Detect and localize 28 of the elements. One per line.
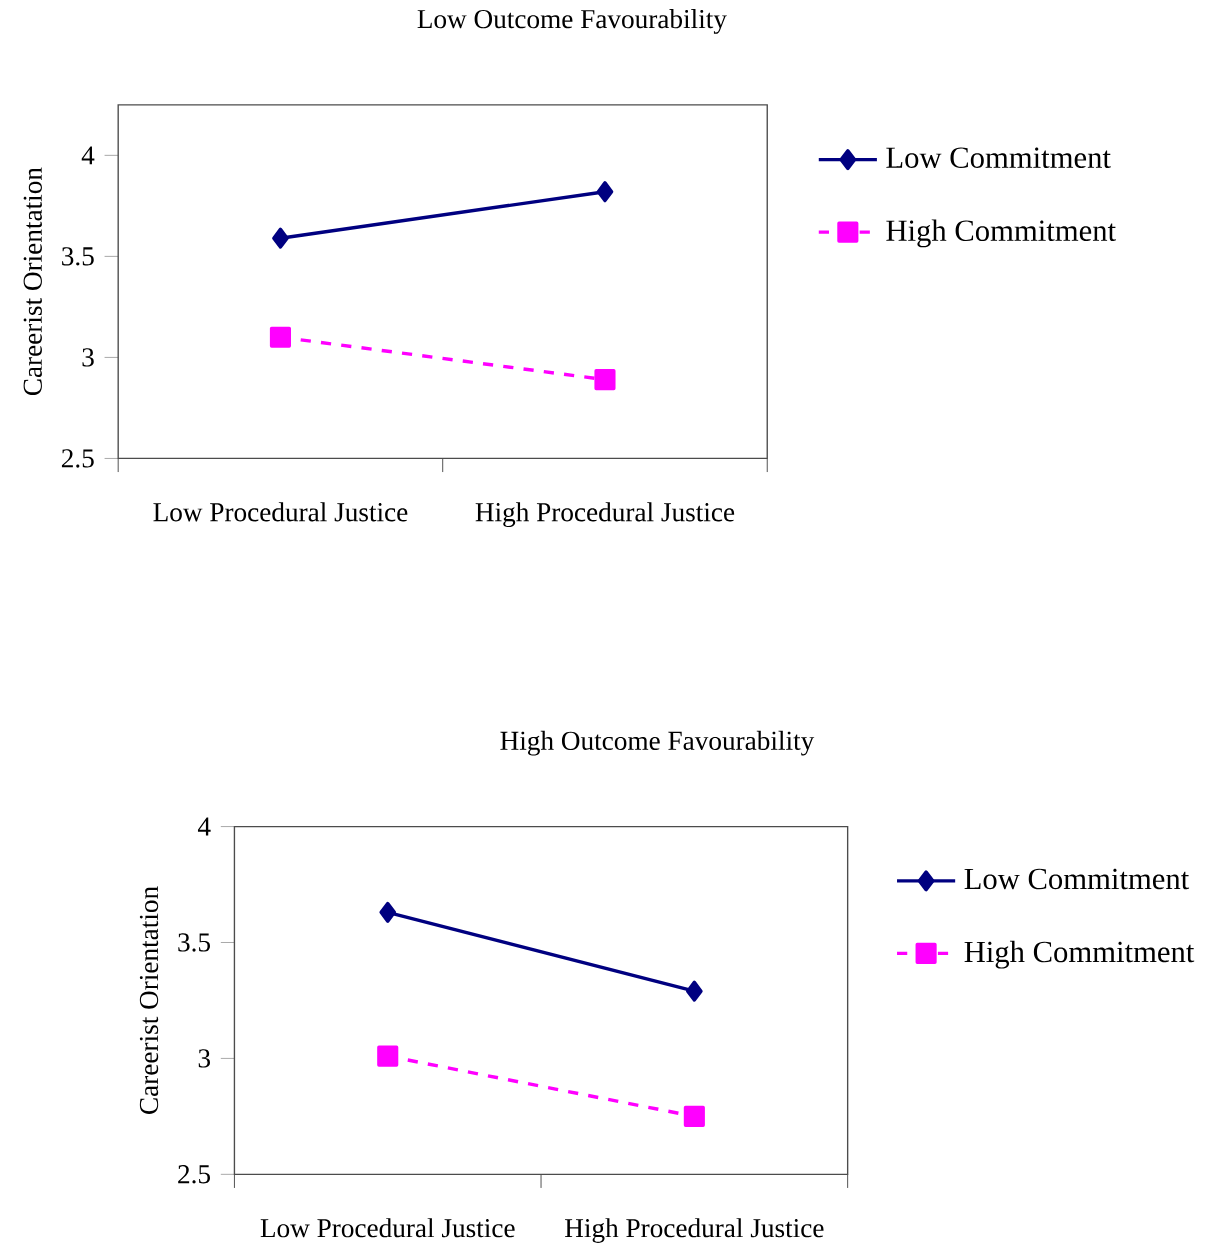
point [377,1045,399,1067]
legend-label: High Commitment [964,940,1194,969]
point [683,1105,705,1127]
y-axis-title: Careerist Orientation [23,167,42,396]
y-tick-label: 2.5 [61,449,94,468]
legend-label: Low Commitment [964,868,1189,890]
y-tick-label: 4 [81,146,95,165]
point [269,326,291,348]
x-tick-label: High Procedural Justice [475,502,734,528]
y-tick-label: 3.5 [61,247,94,266]
y-tick-label: 3 [82,348,94,367]
point [271,227,289,249]
legend-label: High Commitment [886,219,1116,248]
y-tick-label: 3 [198,1049,210,1068]
point [596,181,614,203]
y-axis-title: Careerist Orientation [139,886,158,1114]
y-tick-label: 4 [197,817,211,836]
y-tick-label: 2.5 [178,1165,210,1184]
x-tick-label: High Procedural Justice [564,1218,824,1243]
point [379,901,396,923]
y-tick-label: 3.5 [178,933,210,952]
legend-label: Low Commitment [886,147,1111,169]
x-tick-label: Low Procedural Justice [260,1218,515,1238]
x-tick-label: Low Procedural Justice [153,502,408,522]
point [685,980,703,1002]
chart-title: High Outcome Favourability [500,730,815,756]
point [594,369,616,391]
chart-title: Low Outcome Favourability [417,9,727,34]
